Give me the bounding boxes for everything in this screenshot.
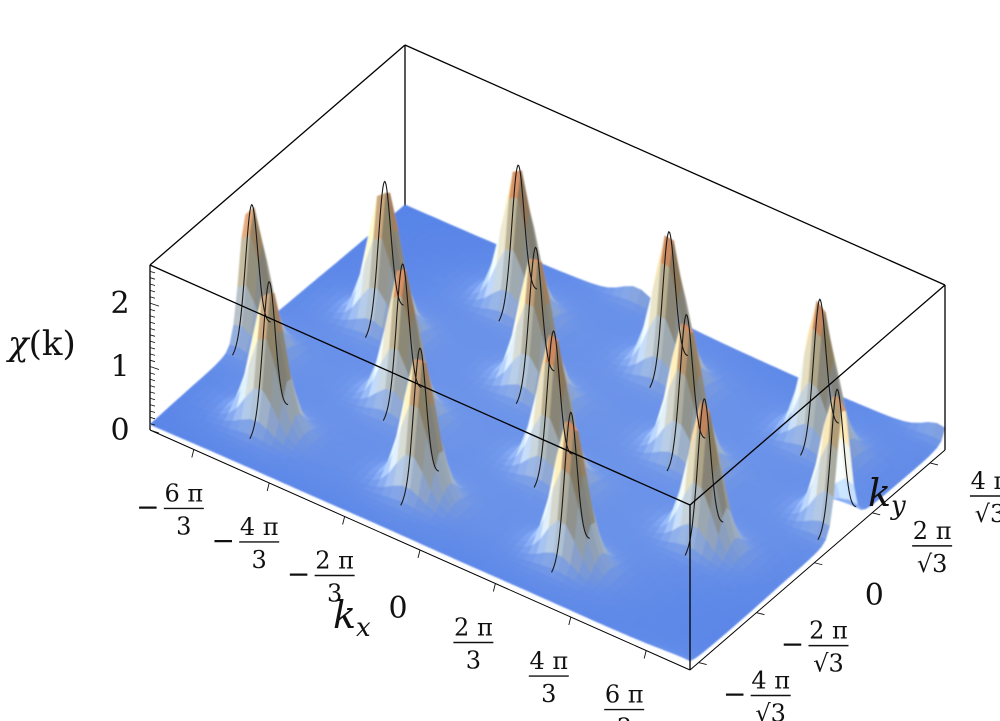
- y-tick-label-4-denominator: √3: [975, 500, 1000, 528]
- z-tick: [149, 302, 160, 307]
- z-tick: [149, 328, 156, 331]
- z-tick: [149, 366, 160, 370]
- y-tick-label-3-numerator: 2 π: [913, 517, 952, 545]
- z-tick: [149, 309, 156, 312]
- x-tick-label-1-numerator: 4 π: [240, 513, 279, 541]
- z-tick: [149, 347, 156, 350]
- x-tick-label-0: −6 π 3: [136, 479, 204, 540]
- surface-mesh: [149, 170, 946, 662]
- z-tick: [149, 378, 156, 382]
- y-tick: [814, 562, 823, 566]
- y-tick-label-3-denominator: √3: [917, 550, 948, 578]
- z-tick: [149, 270, 156, 274]
- z-tick: [149, 385, 156, 388]
- x-tick-label-0-denominator: 3: [176, 512, 191, 540]
- x-tick-label-4-numerator: 2 π: [454, 614, 493, 642]
- z-tick: [149, 296, 156, 299]
- y-tick-label-2-text: 0: [865, 578, 884, 613]
- z-axis-label: χ(k): [6, 324, 76, 364]
- z-tick: [149, 391, 156, 394]
- x-tick-label-6: 6 π 3: [604, 681, 645, 721]
- z-tick: [149, 334, 156, 337]
- z-tick: [149, 359, 156, 363]
- x-tick-label-1-sign: −: [211, 524, 234, 557]
- y-tick-label-1-denominator: √3: [813, 650, 844, 678]
- y-tick-label-0-sign: −: [723, 678, 746, 711]
- x-tick-label-3-text: 0: [388, 591, 407, 626]
- z-axis-label-arg: (k): [29, 324, 76, 364]
- x-tick: [191, 449, 195, 458]
- z-tick: [149, 353, 156, 356]
- x-tick: [492, 583, 496, 592]
- z-tick: [149, 277, 156, 280]
- x-axis-label: kx: [333, 593, 371, 643]
- x-tick: [568, 616, 572, 626]
- x-tick-label-0-sign: −: [136, 490, 159, 523]
- bounding-box-back: [149, 44, 946, 430]
- z-tick: [149, 397, 156, 401]
- y-tick-label-0-numerator: 4 π: [751, 667, 790, 695]
- x-tick-label-2-sign: −: [287, 557, 310, 590]
- box-edge-back-top-left: [149, 44, 406, 266]
- x-tick: [417, 549, 421, 559]
- y-tick-label-4-numerator: 4 π: [971, 467, 1000, 495]
- x-tick: [643, 650, 647, 659]
- x-tick-label-4: 2 π3: [453, 614, 494, 675]
- x-tick-label-5-denominator: 3: [541, 680, 556, 708]
- x-tick-label-2-numerator: 2 π: [315, 546, 354, 574]
- z-tick: [149, 321, 156, 324]
- x-tick-label-0-numerator: 6 π: [164, 479, 203, 507]
- z-tick: [149, 410, 156, 413]
- z-tick: [149, 372, 156, 375]
- x-tick-label-5: 4 π3: [528, 647, 569, 708]
- x-tick: [342, 516, 346, 525]
- x-tick-label-4-denominator: 3: [466, 647, 481, 675]
- y-tick-label-1: −2 π √3: [781, 617, 849, 678]
- x-tick-label-1-denominator: 3: [252, 546, 267, 574]
- box-edge-back-top-right: [404, 44, 946, 286]
- y-tick-label-0-denominator: √3: [755, 700, 786, 721]
- y-tick-label-1-numerator: 2 π: [809, 617, 848, 645]
- z-tick: [149, 340, 156, 344]
- z-tick: [149, 283, 156, 286]
- y-tick: [698, 662, 707, 665]
- x-tick: [266, 482, 270, 492]
- y-tick-label-4: 4 π√3: [969, 467, 1000, 528]
- y-tick-label-3: 2 π√3: [912, 517, 953, 578]
- z-tick: [149, 416, 156, 420]
- x-tick-label-6-numerator: 6 π: [605, 681, 644, 709]
- z-tick: [149, 290, 156, 293]
- z-tick: [149, 404, 156, 407]
- y-tick-label-0: −4 π √3: [723, 667, 791, 721]
- y-tick: [756, 612, 765, 616]
- x-tick-label-1: −4 π 3: [211, 513, 280, 574]
- z-axis-label-symbol: χ: [6, 324, 31, 364]
- z-tick-label-0: 0: [110, 413, 129, 448]
- z-tick-label-2: 2: [110, 286, 129, 321]
- z-tick: [149, 315, 156, 318]
- z-tick: [149, 429, 160, 434]
- z-tick-label-1: 1: [110, 350, 129, 385]
- y-tick-label-2: 0: [865, 578, 884, 613]
- x-tick-label-5-numerator: 4 π: [529, 647, 568, 675]
- x-tick-label-3: 0: [388, 591, 407, 626]
- x-tick-label-6-denominator: 3: [617, 714, 632, 721]
- y-tick: [929, 462, 939, 466]
- y-tick-label-1-sign: −: [781, 628, 804, 661]
